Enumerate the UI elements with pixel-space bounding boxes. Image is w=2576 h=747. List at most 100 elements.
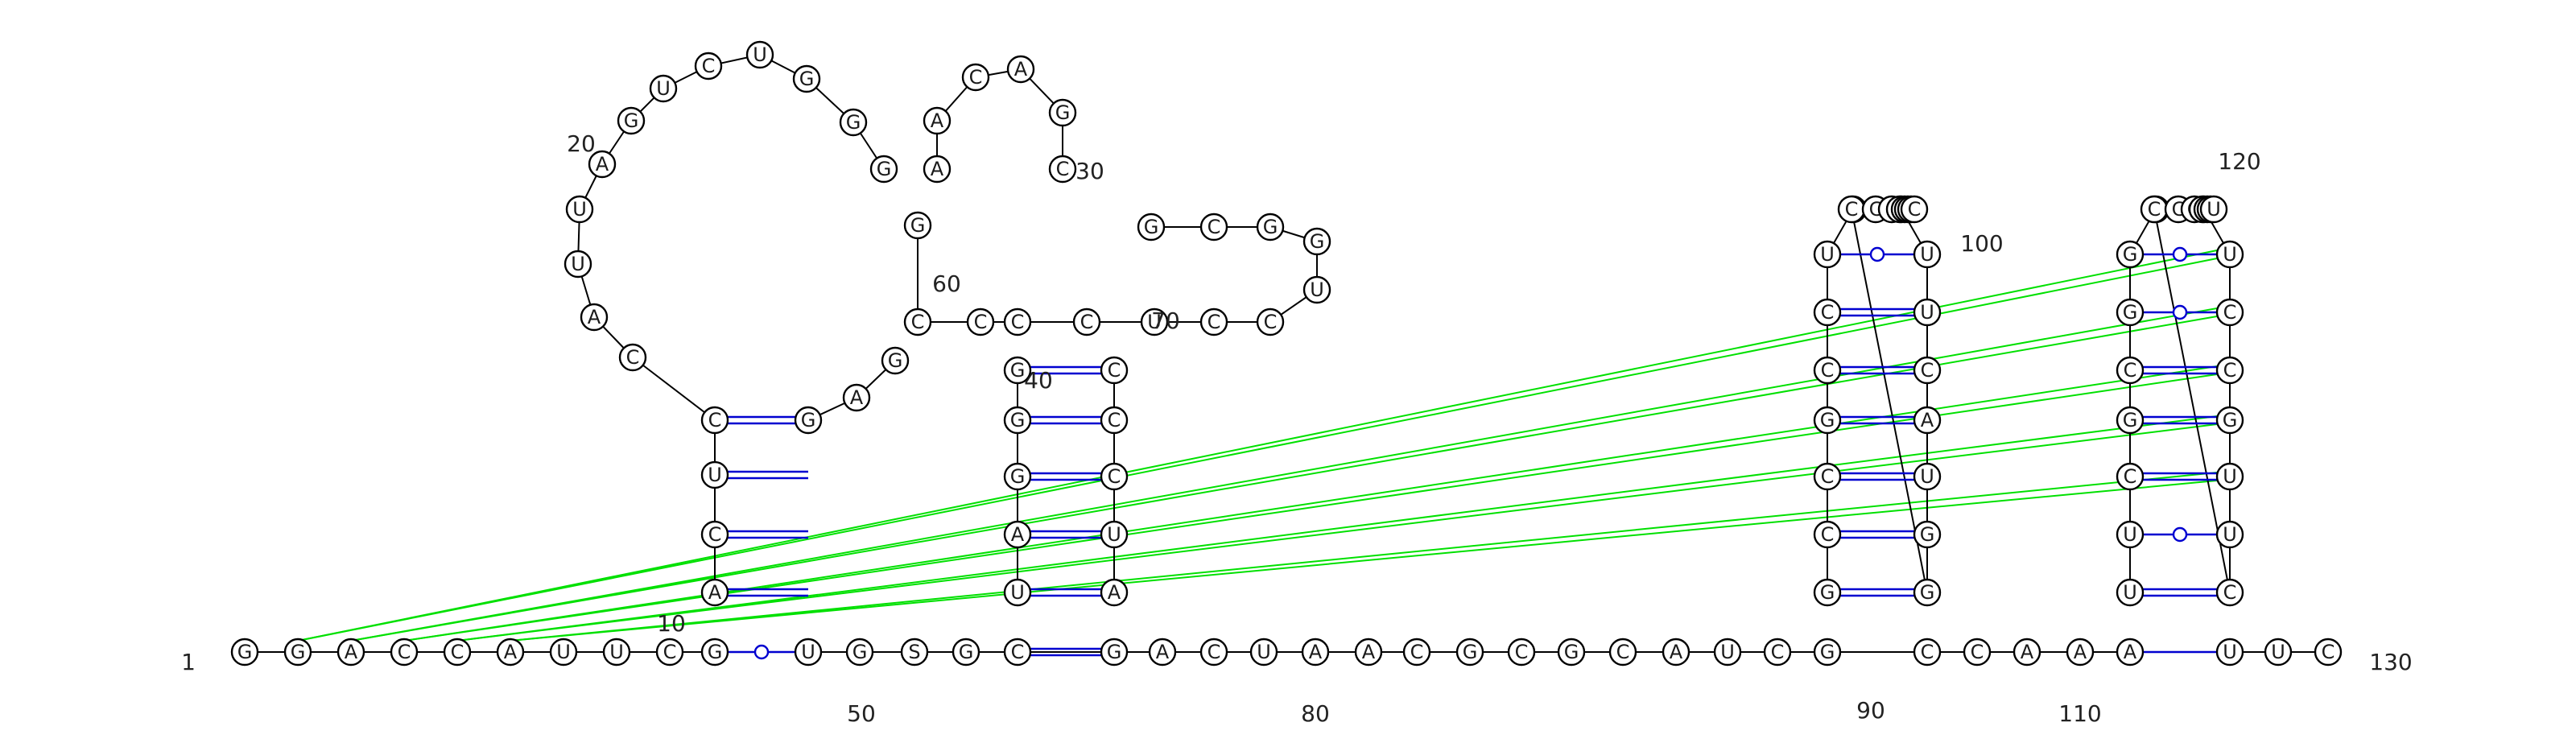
nucleotide-letter: A — [345, 641, 358, 663]
nucleotide-letter: U — [2223, 465, 2237, 488]
nucleotide-letter: G — [1144, 216, 1159, 238]
nucleotide-circle — [2199, 195, 2228, 224]
nucleotide-letter: U — [2123, 581, 2137, 604]
nucleotide-letter: A — [2021, 641, 2034, 663]
position-label-20: 20 — [567, 130, 596, 157]
nucleotide-circle — [1003, 638, 1032, 667]
nucleotide-circle — [1813, 578, 1842, 607]
nucleotide-letter: C — [1208, 311, 1221, 333]
nucleotide: G — [1557, 638, 1586, 667]
nucleotide-letter: C — [1869, 198, 1883, 221]
nucleotide: U — [1003, 578, 1032, 607]
position-label-110: 110 — [2058, 700, 2101, 727]
nucleotide: G — [2116, 298, 2145, 327]
nucleotide-letter: C — [2322, 641, 2335, 663]
nucleotide-circle — [1813, 298, 1842, 327]
nucleotide-circle — [1813, 520, 1842, 549]
nucleotide-letter: C — [702, 55, 716, 77]
base-pairs — [715, 246, 2230, 660]
nucleotide-circle — [1662, 638, 1690, 667]
nucleotide-letter: G — [1463, 641, 1478, 663]
nucleotide: G — [1455, 638, 1484, 667]
nucleotide-letter: G — [1055, 101, 1071, 124]
nucleotide: U — [549, 638, 578, 667]
nucleotide-circle — [952, 638, 980, 667]
nucleotide: U — [2264, 638, 2293, 667]
nucleotide-circle — [2215, 356, 2244, 385]
nucleotide-circle — [2116, 638, 2145, 667]
nucleotide: G — [283, 638, 312, 667]
tertiary-interaction — [350, 307, 2218, 642]
nucleotide-letter: C — [1821, 359, 1835, 382]
nucleotide-letter: G — [801, 409, 816, 431]
nucleotide-letter: G — [237, 641, 253, 663]
nucleotide: U — [2215, 240, 2244, 269]
nucleotide-letter: G — [2123, 243, 2138, 266]
nucleotide: C — [1507, 638, 1536, 667]
nucleotide-circle — [1003, 520, 1032, 549]
nucleotide-letter: U — [1920, 465, 1934, 488]
nucleotide-circle — [2215, 298, 2244, 327]
backbone-segment — [1851, 208, 1928, 593]
nucleotide: C — [655, 638, 684, 667]
nucleotide-circle — [1256, 213, 1285, 241]
nucleotide: U — [602, 638, 631, 667]
nucleotide-circle — [1140, 307, 1169, 336]
nucleotide-letter: G — [291, 641, 306, 663]
nucleotide: C — [1100, 356, 1129, 385]
nucleotide: A — [2013, 638, 2041, 667]
position-label-60: 60 — [932, 270, 961, 297]
nucleotide-letter: G — [2123, 301, 2138, 324]
nucleotide: C — [1837, 195, 1866, 224]
nucleotide: A — [1003, 520, 1032, 549]
nucleotide-circle — [1048, 155, 1077, 184]
nucleotide-letter: G — [1820, 581, 1835, 604]
nucleotide-letter: G — [2223, 409, 2238, 431]
nucleotide-letter: C — [2223, 301, 2237, 324]
nucleotide-circle — [1148, 638, 1177, 667]
nucleotide: A — [2116, 638, 2145, 667]
nucleotide-circle — [1608, 638, 1637, 667]
nucleotide-letter: U — [1920, 243, 1934, 266]
nucleotide: G — [2215, 406, 2244, 435]
nucleotide: A — [336, 638, 365, 667]
nucleotide: G — [881, 346, 910, 375]
nucleotide-circle — [336, 638, 365, 667]
nucleotide: A — [923, 106, 952, 135]
nucleotide-circle — [2116, 356, 2145, 385]
nucleotide-circle — [1913, 520, 1942, 549]
gu-pair-marker — [2172, 246, 2188, 262]
nucleotide: U — [1913, 298, 1942, 327]
nucleotide-letter: G — [624, 109, 639, 132]
position-label-90: 90 — [1856, 697, 1885, 724]
tertiary-interaction — [456, 423, 2218, 642]
position-label-130: 130 — [2369, 649, 2412, 675]
nucleotide-circle — [617, 106, 646, 135]
nucleotide: C — [1003, 638, 1032, 667]
nucleotide-circle — [700, 638, 729, 667]
nucleotide-circle — [496, 638, 525, 667]
nucleotide: C — [1608, 638, 1637, 667]
nucleotide-letter: A — [588, 306, 601, 328]
nucleotide-letter: A — [1670, 641, 1683, 663]
nucleotide-circle — [1003, 307, 1032, 336]
nucleotide: U — [2215, 462, 2244, 491]
nucleotide: A — [1006, 55, 1035, 84]
nucleotide-circle — [961, 63, 990, 92]
nucleotide-circle — [2116, 578, 2145, 607]
position-label-50: 50 — [847, 700, 876, 727]
nucleotide-circle — [1913, 578, 1942, 607]
nucleotide: C — [1913, 638, 1942, 667]
nucleotide: G — [1913, 578, 1942, 607]
nucleotide-circle — [1072, 307, 1101, 336]
nucleotide-letter: G — [1920, 581, 1935, 604]
nucleotide: U — [2199, 195, 2228, 224]
nucleotide-circle — [1199, 307, 1228, 336]
nucleotide: G — [2116, 240, 2145, 269]
nucleotide-circle — [549, 638, 578, 667]
nucleotide-letter: U — [708, 464, 722, 486]
nucleotide: C — [2215, 298, 2244, 327]
nucleotide-letter: A — [931, 109, 944, 132]
nucleotide-letter: C — [2148, 198, 2161, 221]
nucleotide-letter: U — [2223, 243, 2237, 266]
